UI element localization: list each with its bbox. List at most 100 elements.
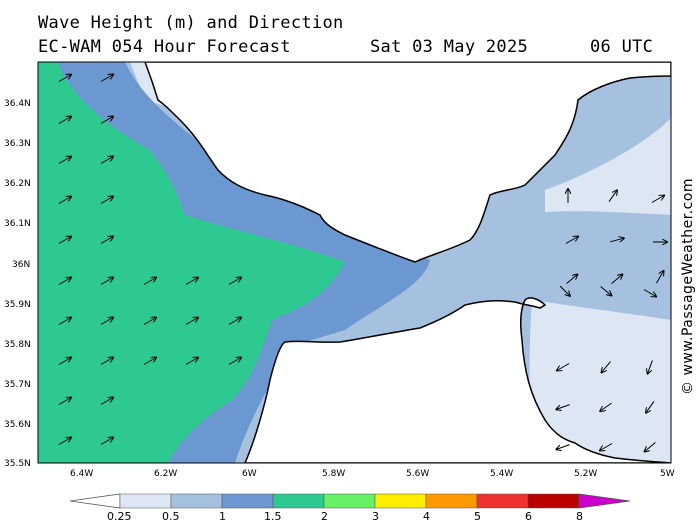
direction-arrow (185, 358, 198, 365)
direction-arrow (645, 442, 656, 452)
direction-arrow (58, 398, 71, 405)
lon-label-6-0: 6W (242, 469, 257, 479)
scale-box-7 (476, 493, 529, 509)
scale-box-3 (272, 493, 325, 509)
lat-label-36-0: 36N (12, 260, 30, 270)
direction-arrow (143, 358, 156, 365)
scale-label-0-5: 0.5 (162, 510, 180, 523)
lon-label-5-6: 5.6W (406, 469, 429, 479)
direction-arrow (100, 75, 113, 82)
credit-watermark: © www.PassageWeather.com (680, 177, 696, 395)
scale-arrow-left (69, 493, 121, 509)
map-title: Wave Height (m) and Direction (38, 13, 344, 33)
lon-label-5-2: 5.2W (574, 469, 597, 479)
direction-arrow (58, 278, 71, 285)
lon-axis: 6.4W 6.2W 6W 5.8W 5.6W 5.4W 5.2W 5W (70, 469, 675, 479)
direction-arrow (100, 358, 113, 365)
direction-arrow (565, 237, 578, 244)
lon-label-6-4: 6.4W (70, 469, 93, 479)
direction-arrow (100, 197, 113, 204)
scale-box-4 (323, 493, 376, 509)
scale-box-0 (119, 493, 172, 509)
direction-arrow (608, 190, 617, 202)
lat-label-36-2: 36.2N (4, 179, 31, 189)
scale-box-6 (425, 493, 478, 509)
direction-arrow (58, 358, 71, 365)
scale-box-5 (374, 493, 427, 509)
direction-arrow (611, 275, 623, 284)
direction-arrow (228, 318, 241, 325)
scale-label-0-25: 0.25 (107, 510, 132, 523)
direction-arrow (58, 197, 71, 204)
direction-arrow (556, 404, 570, 410)
direction-arrow (58, 318, 71, 325)
lat-label-35-8: 35.8N (4, 340, 31, 350)
band-025-05-southeast (529, 300, 671, 463)
lon-label-5-8: 5.8W (322, 469, 345, 479)
direction-arrow (143, 278, 156, 285)
direction-arrows (58, 75, 667, 452)
scale-box-1 (170, 493, 223, 509)
scale-label-6: 6 (525, 510, 532, 523)
direction-arrow (58, 75, 71, 82)
direction-arrow (600, 402, 612, 411)
direction-arrow (58, 157, 71, 164)
scale-arrow-right (578, 493, 631, 509)
direction-arrow (143, 318, 156, 325)
band-025-05-east (545, 118, 671, 215)
lon-label-6-2: 6.2W (154, 469, 177, 479)
direction-arrow (566, 275, 578, 284)
direction-arrow (185, 278, 198, 285)
direction-arrow (646, 401, 655, 412)
direction-arrow (100, 318, 113, 325)
color-scale: 0.25 0.5 1 1.5 2 3 4 5 6 8 (69, 493, 631, 523)
lat-label-36-1: 36.1N (4, 219, 31, 229)
forecast-date: Sat 03 May 2025 (370, 37, 529, 57)
lat-axis: 36.4N 36.3N 36.2N 36.1N 36N 35.9N 35.8N … (4, 99, 31, 469)
forecast-subtitle: EC-WAM 054 Hour Forecast (38, 37, 291, 57)
lat-label-35-9: 35.9N (4, 300, 31, 310)
direction-arrow (58, 237, 71, 244)
map-frame (37, 61, 672, 464)
direction-arrow (58, 438, 71, 445)
band-15-2 (38, 62, 345, 463)
scale-label-3: 3 (372, 510, 379, 523)
direction-arrow (100, 117, 113, 124)
scale-label-5: 5 (474, 510, 481, 523)
forecast-time: 06 UTC (590, 37, 654, 57)
direction-arrow (559, 285, 570, 296)
direction-arrow (600, 286, 612, 296)
land-morocco (244, 297, 671, 463)
lat-label-35-6: 35.6N (4, 420, 31, 430)
direction-arrow (643, 289, 656, 297)
direction-arrow (100, 157, 113, 164)
direction-arrow (610, 238, 624, 242)
direction-arrow (557, 363, 570, 371)
direction-arrow (228, 358, 241, 365)
direction-arrow (100, 398, 113, 405)
lat-label-36-3: 36.3N (4, 139, 31, 149)
scale-label-8: 8 (576, 510, 583, 523)
direction-arrow (600, 443, 613, 451)
scale-label-2: 2 (321, 510, 328, 523)
scale-label-1: 1 (219, 510, 226, 523)
direction-arrow (100, 237, 113, 244)
direction-arrow (100, 278, 113, 285)
scale-label-4: 4 (423, 510, 430, 523)
direction-arrow (656, 271, 664, 284)
direction-arrow (602, 361, 611, 373)
scale-box-8 (527, 493, 580, 509)
land-spain (144, 62, 671, 263)
direction-arrow (556, 444, 570, 450)
lon-label-5-0: 5W (660, 469, 675, 479)
direction-arrow (648, 360, 653, 373)
direction-arrow (651, 196, 664, 203)
scale-label-1-5: 1.5 (264, 510, 282, 523)
lat-label-36-4: 36.4N (4, 99, 31, 109)
direction-arrow (185, 318, 198, 325)
direction-arrow (58, 117, 71, 124)
lat-label-35-7: 35.7N (4, 380, 31, 390)
lat-label-35-5: 35.5N (4, 459, 31, 469)
direction-arrow (100, 438, 113, 445)
